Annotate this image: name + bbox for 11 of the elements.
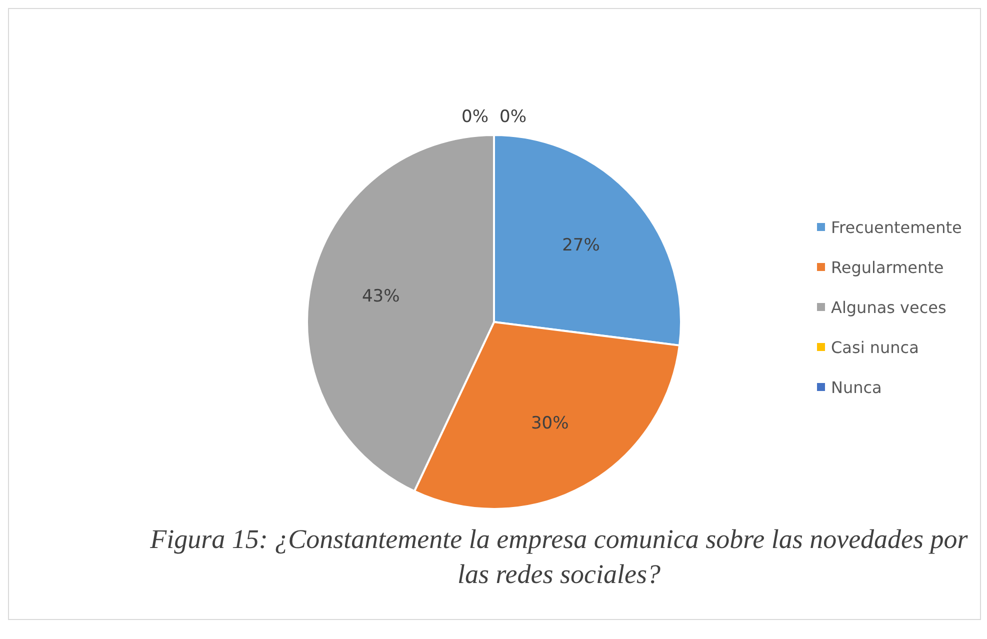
- data-label: 27%: [562, 235, 600, 256]
- text: Figura 15: ¿Constantemente la empresa comunica sobre las novedades por las redes sociales?: [149, 523, 969, 591]
- legend-label: Regularmente: [831, 258, 944, 276]
- data-label: 43%: [362, 286, 400, 307]
- legend-label: Frecuentemente: [831, 218, 962, 236]
- legend-label: Algunas veces: [831, 298, 946, 316]
- legend-label: Casi nunca: [831, 338, 919, 356]
- text: 0%: [462, 107, 488, 127]
- data-label: 30%: [530, 414, 569, 434]
- text: 0%: [500, 107, 526, 127]
- legend-label: Nunca: [831, 378, 882, 396]
